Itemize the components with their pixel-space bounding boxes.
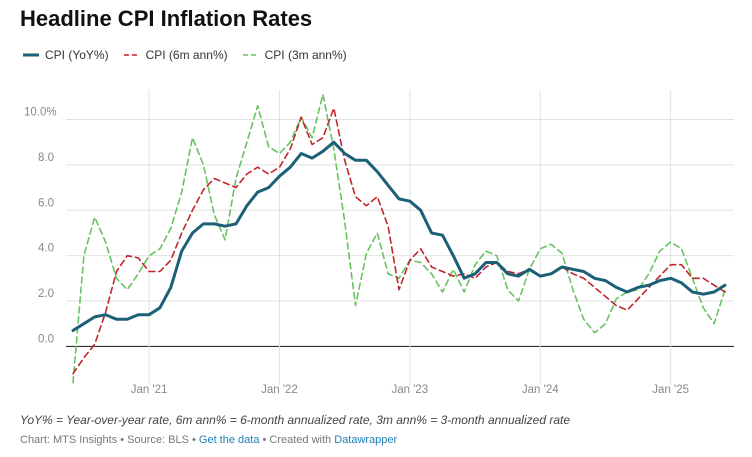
x-axis: Jan '21 Jan '22 Jan '23 Jan '24 Jan '25 — [131, 384, 689, 396]
y-tick-label: 10.0% — [24, 107, 57, 119]
legend-item: CPI (3m ann%) — [242, 48, 347, 62]
legend-item: CPI (YoY%) — [22, 48, 109, 62]
y-tick-label: 4.0 — [38, 243, 54, 255]
get-the-data-link[interactable]: Get the data — [198, 434, 260, 446]
datawrapper-link[interactable]: Datawrapper — [334, 434, 398, 446]
chart-notes: YoY% = Year-over-year rate, 6m ann% = 6-… — [20, 413, 571, 427]
legend-swatch — [242, 54, 259, 56]
y-axis: 10.0% 8.0 6.0 4.0 2.0 0.0 — [24, 107, 57, 346]
legend-label: CPI (3m ann%) — [264, 48, 347, 62]
x-tick-label: Jan '25 — [652, 384, 689, 396]
legend-item: CPI (6m ann%) — [123, 48, 228, 62]
series-line-cpi-3m-ann — [72, 93, 726, 384]
grid-lines — [66, 90, 734, 385]
series-line-cpi-yoy — [71, 140, 727, 332]
x-tick-label: Jan '22 — [261, 384, 298, 396]
footer-created-with: • Created with — [259, 434, 335, 446]
y-tick-label: 2.0 — [38, 288, 54, 300]
x-tick-label: Jan '23 — [391, 384, 428, 396]
y-tick-label: 8.0 — [38, 152, 54, 164]
chart-title: Headline CPI Inflation Rates — [20, 6, 313, 31]
y-tick-label: 6.0 — [38, 197, 54, 209]
legend-label: CPI (6m ann%) — [145, 48, 228, 62]
x-tick-label: Jan '24 — [522, 384, 559, 396]
legend-swatch — [123, 54, 140, 56]
chart-footer: Chart: MTS Insights • Source: BLS • Get … — [20, 434, 397, 446]
legend-swatch — [23, 53, 39, 57]
legend: CPI (YoY%) CPI (6m ann%) CPI (3m ann%) — [22, 46, 361, 64]
y-tick-label: 0.0 — [38, 333, 54, 345]
series-line-cpi-6m-ann — [72, 107, 726, 375]
x-tick-label: Jan '21 — [131, 384, 168, 396]
legend-label: CPI (YoY%) — [45, 48, 109, 62]
series-lines — [71, 93, 727, 384]
footer-credit: Chart: MTS Insights • Source: BLS • — [20, 434, 199, 446]
